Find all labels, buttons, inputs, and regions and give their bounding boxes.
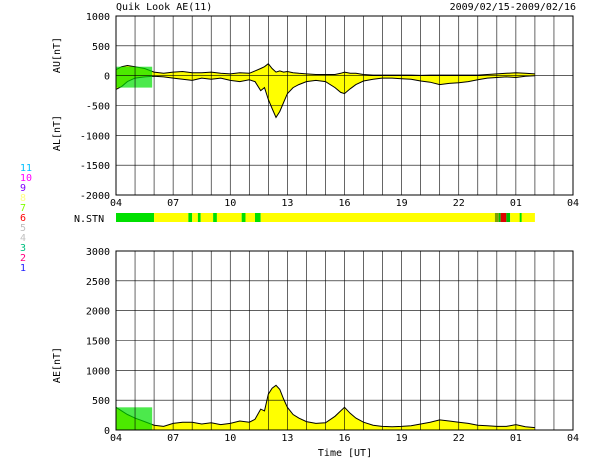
x-tick-label: 04 [567,433,579,444]
y-tick-label: 1000 [86,12,110,23]
station-segment [255,213,261,222]
y-tick-label: 0 [104,72,110,83]
x-tick-label: 04 [567,198,579,209]
legend-item: 7 [20,203,27,214]
station-segment [245,213,256,222]
early-green-overlay [116,407,153,430]
y-tick-label: 500 [92,42,110,53]
station-segment [519,213,522,222]
y-tick-label: 3000 [86,247,110,258]
y-tick-label: -1000 [80,131,110,142]
legend-item: 5 [20,223,27,234]
x-tick-label: 04 [110,433,122,444]
au-al-area [115,62,535,119]
ae-line [115,384,535,429]
x-tick-label: 16 [338,198,350,209]
x-tick-label: 19 [396,433,408,444]
y-tick-label: 2000 [86,307,110,318]
x-axis-label: Time [UT] [318,448,372,459]
au-line [115,62,535,76]
y-tick-label: 2500 [86,277,110,288]
x-tick-label: 13 [281,198,293,209]
station-segment [192,213,198,222]
y-tick-label: -2000 [80,191,110,202]
au-al-x-ticks: 04 07 10 13 16 19 22 01 04 [110,198,579,209]
x-tick-label: 04 [110,198,122,209]
legend-item: 10 [20,173,33,184]
y-tick-label: -500 [86,102,110,113]
ae-frame [115,250,574,431]
y-tick-label: 0 [104,426,110,437]
al-line [115,75,535,119]
x-tick-label: 16 [338,433,350,444]
station-segment [506,213,511,222]
station-segment [197,213,201,222]
ae-y-ticks: 3000 2500 2000 1500 1000 500 0 [86,247,110,437]
station-segment [216,213,242,222]
x-tick-label: 07 [167,198,179,209]
y-tick-label: -1500 [80,161,110,172]
x-tick-label: 22 [453,433,465,444]
au-al-frame [115,15,574,196]
x-tick-label: 01 [510,198,522,209]
station-segment [188,213,193,222]
y-tick-label: 1000 [86,366,110,377]
station-segment [213,213,217,222]
x-tick-label: 19 [396,198,408,209]
legend-item: 3 [20,243,27,254]
ae-grid [115,250,574,431]
legend-item: 2 [20,253,27,264]
legend-item: 1 [20,263,27,274]
y-tick-label: 1500 [86,337,110,348]
au-al-y-ticks: 1000 500 0 -500 -1000 -1500 -2000 [80,12,110,202]
chart-title: Quik Look AE(11) [116,2,212,13]
nstn-label: N.STN [74,214,104,225]
x-tick-label: 07 [167,433,179,444]
station-segment [500,213,507,222]
x-tick-label: 22 [453,198,465,209]
x-tick-label: 13 [281,433,293,444]
station-segment [200,213,214,222]
ae-axis-label: AE[nT] [52,347,63,383]
ae-x-ticks: 04 07 10 13 16 19 22 01 04 [110,433,579,444]
date-range: 2009/02/15-2009/02/16 [450,2,576,13]
early-green-overlay [116,66,153,88]
station-segment [260,213,495,222]
al-axis-label: AL[nT] [52,115,63,151]
station-segment [154,213,189,222]
station-color-legend: 11 10 9 8 7 6 5 4 3 2 1 [20,164,32,274]
station-segment [498,213,501,222]
station-segment [510,213,535,222]
station-count-bar [116,213,535,222]
au-al-grid [115,15,574,196]
x-tick-label: 10 [224,198,236,209]
legend-item: 4 [20,233,27,244]
legend-item: 9 [20,183,27,194]
legend-item: 8 [20,193,27,204]
x-tick-label: 01 [510,433,522,444]
y-tick-label: 500 [92,396,110,407]
ae-area [115,384,535,430]
legend-item: 6 [20,213,27,224]
au-axis-label: AU[nT] [52,37,63,73]
station-segment [116,213,155,222]
x-tick-label: 10 [224,433,236,444]
station-segment [494,213,499,222]
legend-item: 11 [20,163,33,174]
station-segment [241,213,246,222]
